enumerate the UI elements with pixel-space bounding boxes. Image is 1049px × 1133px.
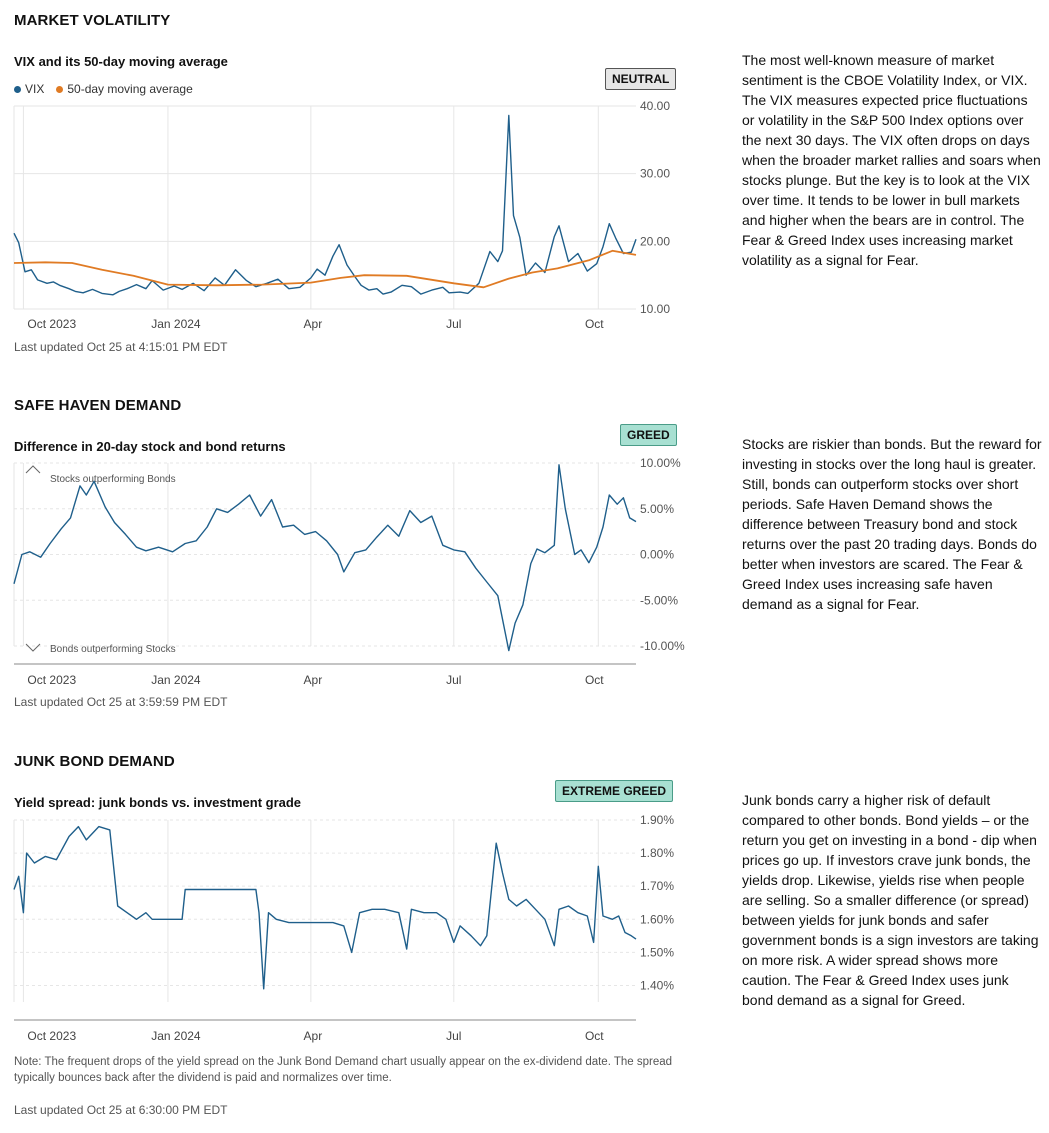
description-safe-haven-demand: Stocks are riskier than bonds. But the r…	[742, 436, 1042, 612]
x-tick-label: Jul	[446, 1029, 461, 1043]
annotation-stocks-outperforming: Stocks outperforming Bonds	[50, 474, 176, 485]
y-tick-label: 30.00	[640, 167, 670, 181]
y-tick-label: 10.00%	[640, 456, 681, 470]
legend-dot-icon	[14, 85, 21, 93]
last-updated-safe-haven: Last updated Oct 25 at 3:59:59 PM EDT	[14, 695, 228, 709]
y-tick-label: 40.00	[640, 99, 670, 113]
vix-chart[interactable]: 10.00 20.00 30.00 40.00 Oct 2023 Jan 2024 Apr J…	[0, 99, 700, 335]
x-tick-label: Jul	[446, 317, 461, 331]
rating-badge-junk-bond: EXTREME GREED	[555, 780, 674, 802]
y-tick-label: 1.80%	[640, 846, 674, 860]
junk-bond-chart[interactable]: 1.40% 1.50% 1.60% 1.70% 1.80% 1.90% Oct 2023 Ja…	[0, 810, 700, 1045]
legend-item-moving-average: 50-day moving average	[56, 82, 193, 96]
chart-subtitle-junk-bond: Yield spread: junk bonds vs. investment …	[14, 795, 302, 810]
y-tick-label: 10.00	[640, 302, 670, 316]
x-tick-label: Apr	[304, 1029, 323, 1043]
junk-bond-note: Note: The frequent drops of the yield sp…	[14, 1056, 673, 1084]
x-tick-label: Oct 2023	[27, 673, 76, 687]
series-line-vix	[13, 114, 637, 296]
x-tick-label: Oct	[585, 317, 604, 331]
last-updated-junk-bond: Last updated Oct 25 at 6:30:00 PM EDT	[14, 1103, 228, 1117]
description-junk-bond-demand: Junk bonds carry a higher risk of defaul…	[742, 792, 1039, 1008]
x-tick-label: Jan 2024	[151, 673, 201, 687]
section-title-junk-bond-demand: JUNK BOND DEMAND	[14, 753, 175, 770]
y-tick-label: 1.90%	[640, 813, 674, 827]
safe-haven-chart[interactable]: -10.00% -5.00% 0.00% 5.00% 10.00% Oct 2023 Jan…	[0, 455, 700, 690]
rating-badge-safe-haven: GREED	[620, 424, 677, 446]
legend-dot-icon	[56, 85, 64, 93]
y-tick-label: -10.00%	[640, 639, 685, 653]
section-title-market-volatility: MARKET VOLATILITY	[14, 12, 171, 29]
section-title-safe-haven-demand: SAFE HAVEN DEMAND	[14, 397, 182, 414]
chart-legend-vix: VIX 50-day moving average	[14, 82, 193, 96]
y-tick-label: -5.00%	[640, 593, 678, 607]
y-tick-label: 1.40%	[640, 978, 674, 992]
rating-badge-vix: NEUTRAL	[605, 68, 677, 90]
y-tick-label: 1.50%	[640, 945, 674, 959]
x-tick-label: Apr	[304, 673, 323, 687]
chart-subtitle-safe-haven: Difference in 20-day stock and bond retu…	[14, 439, 286, 454]
x-tick-label: Jul	[446, 673, 461, 687]
y-tick-label: 20.00	[640, 234, 670, 248]
x-tick-label: Oct 2023	[27, 317, 76, 331]
legend-item-vix: VIX	[14, 82, 44, 96]
legend-label-moving-average: 50-day moving average	[67, 82, 193, 96]
x-tick-label: Jan 2024	[151, 1029, 201, 1043]
last-updated-vix: Last updated Oct 25 at 4:15:01 PM EDT	[14, 340, 228, 354]
legend-label-vix: VIX	[25, 82, 45, 96]
description-market-volatility: The most well-known measure of market se…	[742, 52, 1041, 268]
x-tick-label: Apr	[304, 317, 323, 331]
y-tick-label: 1.60%	[640, 912, 674, 926]
chart-subtitle-vix: VIX and its 50-day moving average	[14, 54, 228, 69]
annotation-bonds-outperforming: Bonds outperforming Stocks	[50, 644, 176, 655]
x-tick-label: Jan 2024	[151, 317, 201, 331]
series-line-50-day-moving-average	[13, 249, 637, 289]
series-line-main	[13, 464, 637, 652]
chevron-down-icon	[25, 643, 41, 652]
y-tick-label: 0.00%	[640, 548, 674, 562]
x-tick-label: Oct	[585, 1029, 604, 1043]
series-line-main	[13, 825, 637, 990]
x-tick-label: Oct	[585, 673, 604, 687]
y-tick-label: 1.70%	[640, 879, 674, 893]
y-tick-label: 5.00%	[640, 502, 674, 516]
chevron-up-icon	[25, 465, 41, 474]
x-tick-label: Oct 2023	[27, 1029, 76, 1043]
